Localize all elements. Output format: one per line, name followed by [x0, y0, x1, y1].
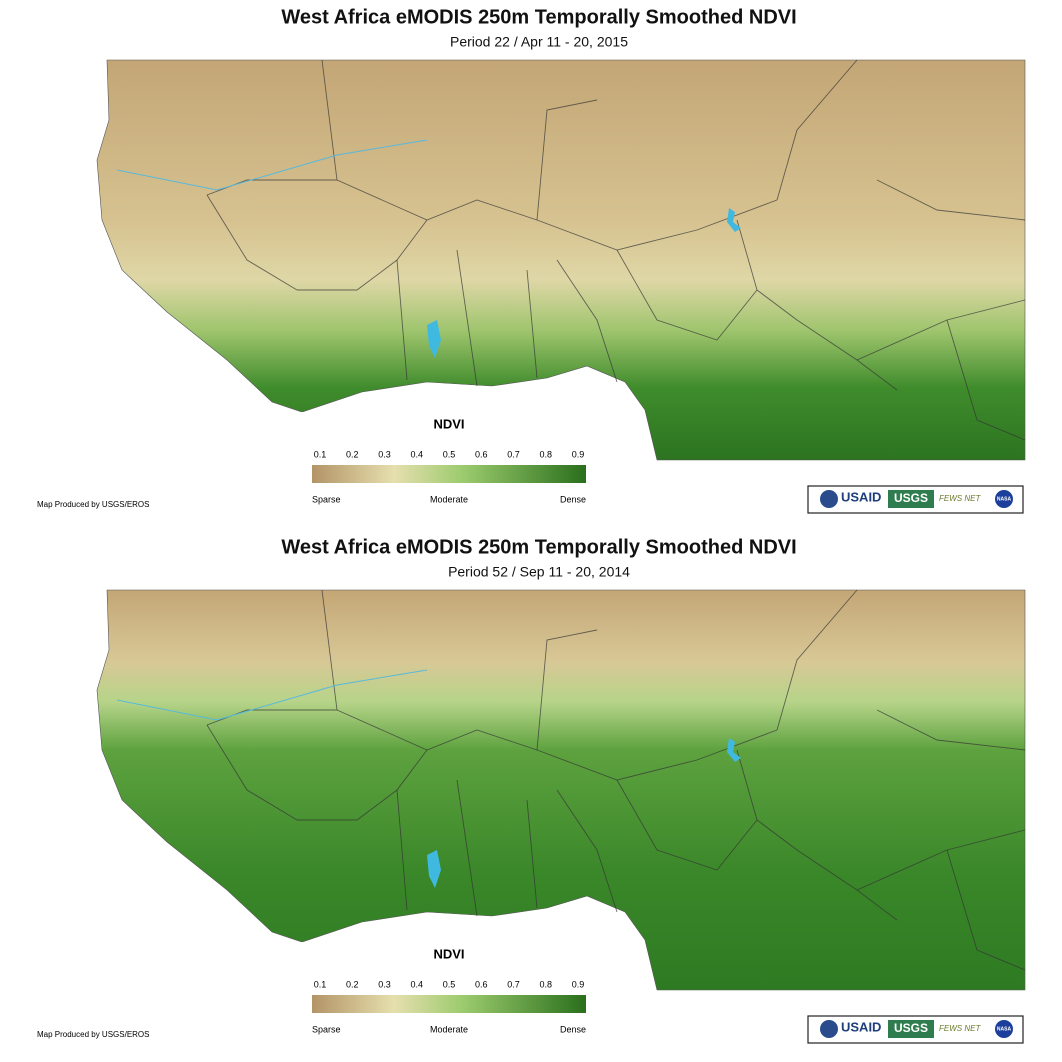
border — [536, 99, 598, 221]
border — [616, 779, 758, 871]
legend-tick-label: 0.4 — [410, 979, 423, 989]
border — [536, 629, 598, 751]
border — [456, 779, 478, 917]
border — [526, 799, 538, 909]
border — [776, 589, 858, 731]
border — [736, 749, 898, 921]
logo-circle — [995, 490, 1013, 508]
legend-tick-label: 0.7 — [507, 449, 520, 459]
border — [297, 749, 428, 821]
map-panel: West Africa eMODIS 250m Temporally Smoot… — [37, 536, 1026, 1044]
legend-tick-label: 0.2 — [346, 979, 359, 989]
lake — [427, 320, 441, 358]
legend-tick-label: 0.2 — [346, 449, 359, 459]
lake — [727, 738, 741, 762]
legend-tick-label: 0.4 — [410, 449, 423, 459]
credit: Map Produced by USGS/EROS — [37, 500, 150, 509]
legend-title: NDVI — [433, 946, 464, 961]
legend-tick-label: 0.1 — [314, 979, 327, 989]
legend-label: Moderate — [430, 494, 468, 504]
map-subtitle: Period 22 / Apr 11 - 20, 2015 — [450, 34, 628, 50]
legend-tick-label: 0.9 — [572, 449, 585, 459]
lake — [727, 208, 741, 232]
logo: NASA — [997, 1026, 1012, 1032]
legend-tick-label: 0.7 — [507, 979, 520, 989]
colorbar — [312, 465, 586, 483]
border — [526, 269, 538, 379]
legend-label: Sparse — [312, 494, 341, 504]
colorbar — [312, 995, 586, 1013]
logo-circle — [995, 1020, 1013, 1038]
border — [536, 199, 778, 251]
map-title: West Africa eMODIS 250m Temporally Smoot… — [281, 6, 796, 28]
credit: Map Produced by USGS/EROS — [37, 1030, 150, 1039]
logo: FEWS NET — [939, 1024, 981, 1033]
map-title: West Africa eMODIS 250m Temporally Smoot… — [281, 536, 796, 558]
border — [946, 319, 1026, 441]
legend-tick-label: 0.1 — [314, 449, 327, 459]
legend-tick-label: 0.6 — [475, 449, 488, 459]
border — [536, 729, 778, 781]
logo-seal — [820, 490, 838, 508]
border — [336, 179, 538, 221]
border — [206, 194, 298, 291]
legend-tick-label: 0.5 — [443, 979, 456, 989]
legend-bg — [300, 412, 600, 512]
logo: USAID — [841, 489, 881, 504]
legend-label: Dense — [560, 1024, 586, 1034]
logo-bg — [888, 1020, 934, 1038]
legend-tick-label: 0.6 — [475, 979, 488, 989]
map-panel: West Africa eMODIS 250m Temporally Smoot… — [37, 6, 1026, 514]
border — [556, 259, 618, 383]
lake — [427, 850, 441, 888]
border — [946, 849, 1026, 971]
logo: USAID — [841, 1019, 881, 1034]
border — [206, 724, 298, 821]
legend-label: Moderate — [430, 1024, 468, 1034]
river — [116, 669, 428, 721]
land — [96, 59, 1026, 461]
logo-seal — [820, 1020, 838, 1038]
legend-tick-label: 0.8 — [539, 449, 552, 459]
map-subtitle: Period 52 / Sep 11 - 20, 2014 — [448, 564, 630, 580]
land — [96, 589, 1026, 991]
legend-tick-label: 0.9 — [572, 979, 585, 989]
border — [456, 249, 478, 387]
border — [776, 59, 858, 201]
border — [336, 709, 538, 751]
legend-tick-label: 0.8 — [539, 979, 552, 989]
border — [297, 219, 428, 291]
border — [396, 259, 408, 381]
legend-tick-label: 0.3 — [378, 979, 391, 989]
legend-label: Sparse — [312, 1024, 341, 1034]
logo: NASA — [997, 496, 1012, 502]
legend-tick-label: 0.3 — [378, 449, 391, 459]
logo: USGS — [894, 491, 928, 505]
border — [616, 249, 758, 341]
legend-label: Dense — [560, 494, 586, 504]
logo: FEWS NET — [939, 494, 981, 503]
border — [876, 179, 1026, 221]
river — [116, 139, 428, 191]
logo: USGS — [894, 1021, 928, 1035]
logo-bg — [888, 490, 934, 508]
border — [736, 219, 898, 391]
legend-tick-label: 0.5 — [443, 449, 456, 459]
legend-bg — [300, 942, 600, 1042]
border — [876, 709, 1026, 751]
border — [556, 789, 618, 913]
map — [96, 59, 1026, 461]
map — [96, 589, 1026, 991]
legend-title: NDVI — [433, 416, 464, 431]
border — [396, 789, 408, 911]
